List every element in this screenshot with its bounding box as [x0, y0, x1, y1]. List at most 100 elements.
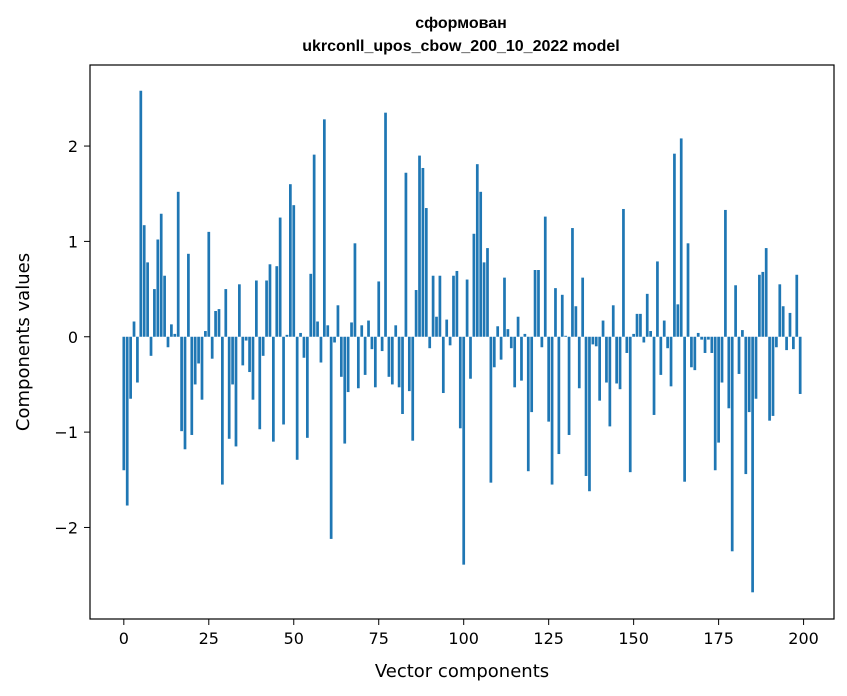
bar	[159, 213, 163, 337]
bar	[513, 336, 517, 388]
bar	[489, 336, 493, 483]
bar	[700, 336, 703, 340]
bar	[472, 233, 476, 337]
bar	[720, 336, 724, 383]
bar	[775, 336, 778, 348]
bar	[462, 336, 466, 565]
bar	[282, 336, 285, 425]
bar	[316, 321, 319, 337]
bar	[758, 274, 761, 337]
bar	[611, 305, 615, 337]
bar	[690, 336, 693, 368]
bar	[727, 336, 731, 409]
bar	[146, 262, 149, 337]
bar	[224, 289, 228, 337]
bar	[601, 320, 605, 337]
bar	[475, 164, 479, 337]
bar	[785, 336, 788, 351]
bar	[336, 305, 340, 337]
chart-title-line2: ukrconll_upos_cbow_200_10_2022 model	[302, 38, 619, 55]
bar	[360, 325, 364, 337]
bar	[659, 336, 663, 375]
bar	[608, 336, 612, 427]
bar	[486, 248, 489, 337]
bar	[258, 336, 262, 430]
bar	[339, 336, 343, 377]
bar	[506, 329, 510, 337]
bar	[520, 336, 523, 381]
y-axis-label: Components values	[13, 253, 34, 431]
bar	[234, 336, 238, 447]
x-tick-label: 150	[618, 629, 649, 648]
bar	[421, 167, 425, 337]
y-tick-label: 0	[68, 328, 78, 347]
bar	[394, 325, 398, 337]
bar	[639, 313, 642, 337]
bar	[581, 277, 585, 337]
bar	[309, 273, 313, 337]
bar	[217, 309, 221, 337]
bar	[710, 336, 714, 353]
bar	[356, 336, 360, 389]
x-tick-label: 100	[448, 629, 479, 648]
bar	[424, 208, 428, 337]
bar	[567, 336, 571, 435]
bar	[377, 281, 381, 337]
bar	[564, 335, 568, 337]
bar	[615, 336, 619, 384]
bar	[792, 336, 795, 350]
bar	[149, 336, 153, 356]
bar	[441, 336, 445, 394]
bar	[574, 306, 578, 337]
bar	[251, 336, 255, 400]
bar	[550, 336, 554, 485]
bar	[204, 331, 207, 337]
bar	[353, 243, 357, 337]
bar	[170, 324, 173, 337]
bar	[666, 336, 669, 349]
bar	[516, 316, 520, 337]
bar	[384, 112, 387, 337]
bar	[618, 336, 622, 390]
bar	[717, 336, 720, 443]
bar	[594, 336, 598, 347]
x-tick-label: 125	[533, 629, 564, 648]
y-axis-ticks: −2 −1 0 1 2	[54, 137, 90, 537]
bar	[584, 336, 588, 476]
bar	[438, 275, 442, 337]
bar	[272, 336, 275, 442]
bar	[632, 333, 635, 337]
bar	[238, 284, 241, 337]
bar	[312, 154, 316, 337]
bar	[679, 138, 683, 337]
bar	[724, 209, 727, 337]
bar	[754, 336, 758, 399]
bar	[404, 172, 408, 337]
bar	[628, 336, 632, 473]
bar	[533, 270, 537, 337]
bar	[176, 191, 180, 337]
bar	[479, 191, 483, 337]
bar	[163, 275, 166, 337]
bar	[683, 336, 686, 482]
bar	[465, 279, 469, 337]
bar	[673, 153, 676, 337]
bar	[577, 336, 581, 389]
bar	[645, 293, 649, 337]
bar	[554, 288, 557, 337]
x-tick-label: 0	[119, 629, 129, 648]
bar	[734, 285, 737, 337]
bar	[190, 336, 194, 435]
bar	[761, 271, 765, 337]
bar	[183, 336, 187, 450]
bar	[255, 280, 258, 337]
bar	[197, 336, 200, 364]
bar	[771, 336, 775, 416]
bar	[543, 216, 547, 337]
bar	[693, 336, 697, 371]
bar	[448, 336, 452, 346]
bar	[605, 336, 608, 383]
bar	[492, 336, 496, 368]
bar	[458, 336, 462, 429]
bar	[526, 336, 530, 472]
